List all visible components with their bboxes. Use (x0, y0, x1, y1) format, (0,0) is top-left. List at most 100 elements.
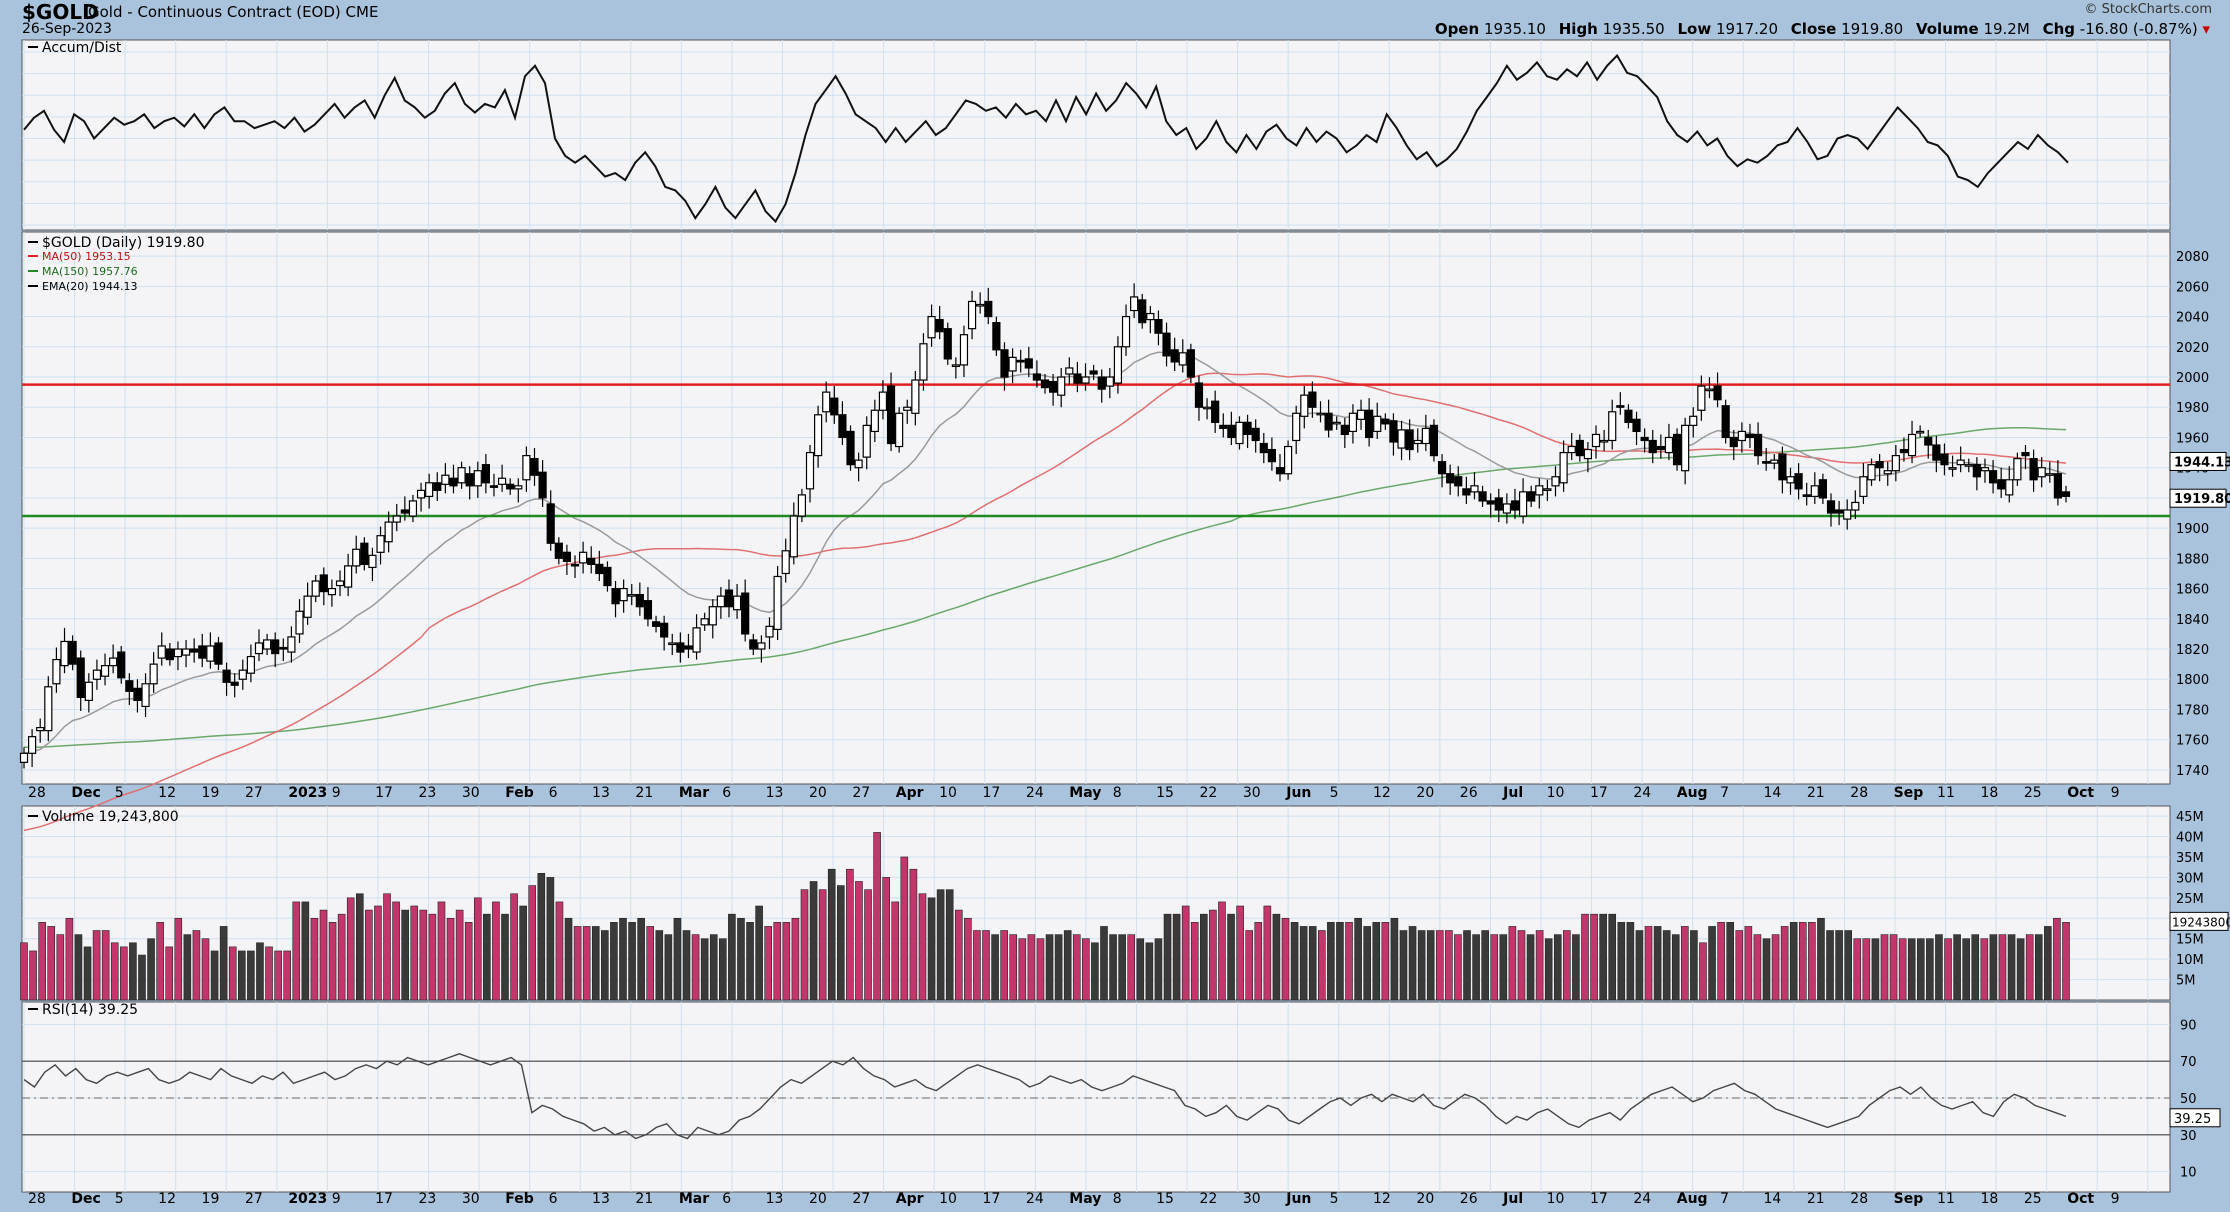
volume-bar (1254, 922, 1263, 1001)
rsi-value-box (2169, 1108, 2221, 1128)
volume-bar (1980, 938, 1989, 1001)
candle-body (1916, 430, 1925, 434)
rsi-tick-label: 90 (2180, 1018, 2197, 1033)
volume-bar (1499, 934, 1508, 1001)
candle-body (1105, 376, 1114, 387)
volume-bar (301, 901, 310, 1001)
candle-body (1956, 459, 1965, 466)
volume-bar (1671, 934, 1680, 1001)
candle-body (449, 477, 458, 487)
volume-bar (1263, 905, 1272, 1001)
x-tick-label: 28 (28, 1191, 46, 1207)
candle-body (481, 464, 490, 484)
x-tick-label: Dec (71, 1191, 100, 1207)
x-tick-label: Apr (896, 785, 924, 801)
candle-body (2045, 473, 2054, 476)
volume-bar (791, 917, 800, 1001)
volume-bar (247, 950, 255, 1001)
candle-body (651, 621, 661, 627)
price-tick-label: 2000 (2176, 371, 2209, 386)
volume-tick-label: 35M (2176, 851, 2204, 866)
candle-body (1259, 442, 1268, 454)
candle-body (1713, 385, 1722, 401)
candle-body (611, 587, 620, 605)
candle-body (716, 595, 725, 608)
x-tick-label: 10 (1547, 785, 1565, 801)
volume-bar (1780, 926, 1789, 1001)
volume-bar (1971, 934, 1980, 1001)
candle-body (376, 535, 385, 553)
volume-bar (83, 946, 92, 1001)
candle-body (360, 542, 369, 566)
candle-body (28, 736, 37, 754)
candle-body (497, 477, 507, 485)
rsi-line (23, 1053, 2067, 1140)
volume-bar (38, 922, 46, 1001)
volume-bar (328, 922, 337, 1001)
volume-bar (1463, 930, 1471, 1001)
candle-body (579, 551, 588, 564)
volume-bar (709, 934, 718, 1001)
candle-body (1130, 296, 1139, 312)
x-tick-label: 24 (1026, 1191, 1044, 1207)
candle-body (862, 424, 871, 458)
volume-bar (355, 893, 364, 1001)
candle-body (1502, 503, 1511, 514)
candle-body (1324, 412, 1333, 431)
candle-body (1988, 470, 1998, 484)
volume-bar (392, 901, 400, 1001)
candle-body (684, 645, 693, 650)
volume-bar (2034, 934, 2043, 1001)
candle-body (951, 364, 960, 368)
candle-body (60, 640, 69, 667)
volume-bar (827, 868, 836, 1001)
candle-body (44, 686, 53, 732)
volume-bar (1953, 934, 1961, 1001)
x-tick-label: Sep (1894, 1191, 1924, 1207)
x-tick-label: 21 (635, 785, 653, 801)
candle-body (1024, 358, 1033, 369)
volume-bar (1681, 926, 1689, 1001)
volume-bar (74, 934, 83, 1001)
x-tick-label: Aug (1677, 1191, 1708, 1207)
candle-body (1689, 415, 1698, 426)
candle-body (1421, 427, 1430, 445)
accum-dist-series (23, 53, 2069, 224)
candle-body (1049, 380, 1058, 393)
volume-bar (1354, 917, 1362, 1001)
x-tick-label: 20 (1416, 785, 1434, 801)
volume-bar (1880, 934, 1889, 1001)
volume-bar (292, 901, 301, 1001)
x-tick-label: 7 (1720, 1191, 1729, 1207)
volume-bar (691, 934, 700, 1001)
candle-body (797, 494, 807, 517)
volume-bar (918, 893, 927, 1001)
price-tick-label: 1740 (2176, 764, 2209, 779)
candle-body (919, 343, 928, 381)
volume-bar (437, 901, 446, 1001)
volume-bar (2044, 926, 2052, 1001)
volume-bar (283, 950, 291, 1001)
volume-bar (546, 877, 555, 1001)
x-tick-label: 23 (418, 1191, 436, 1207)
candle-body (181, 648, 191, 656)
candle-body (1040, 379, 1050, 389)
volume-bar (1898, 938, 1907, 1001)
volume-bar (1626, 922, 1635, 1001)
volume-bar (1907, 938, 1916, 1001)
volume-bar (746, 922, 754, 1001)
volume-bar (1118, 934, 1126, 1001)
volume-bar (492, 901, 500, 1001)
candle-body (2005, 479, 2014, 496)
candle-body (935, 319, 944, 333)
candle-body (1835, 509, 1844, 514)
volume-bar (1272, 913, 1281, 1001)
candle-body (1397, 429, 1406, 449)
x-tick-label: 26 (1460, 1191, 1478, 1207)
candle-body (1948, 467, 1957, 470)
candle-body (489, 485, 499, 488)
volume-bar (909, 868, 918, 1001)
volume-bar (1535, 930, 1544, 1001)
x-tick-label: 5 (1330, 785, 1339, 801)
